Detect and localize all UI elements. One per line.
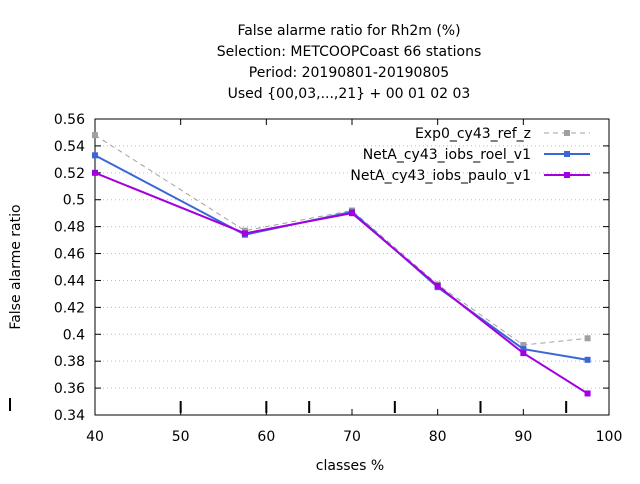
y-tick-label: 0.36: [54, 381, 85, 397]
legend: Exp0_cy43_ref_z NetA_cy43_iobs_roel_v1 Net…: [350, 126, 590, 184]
data-point: [584, 356, 591, 363]
y-tick-label: 0.4: [63, 327, 85, 343]
data-point: [349, 210, 355, 217]
series-line: [94, 154, 588, 361]
data-point: [520, 346, 527, 353]
title-line: Used {00,03,...,21} + 00 01 02 03: [228, 86, 471, 102]
data-point: [92, 132, 98, 139]
y-tick-label: 0.52: [54, 166, 85, 182]
series-2: [92, 169, 591, 397]
ticks: 0.34 0.36 0.38 0.4 0.42 0.44 0.46 0.48 0.5 0.52 0.…: [9, 112, 623, 445]
legend-marker: [564, 130, 570, 136]
legend-label: NetA_cy43_iobs_paulo_v1: [350, 168, 531, 184]
x-tick-label: 90: [514, 429, 532, 445]
legend-label: Exp0_cy43_ref_z: [415, 126, 531, 142]
y-tick-label: 0.38: [54, 354, 85, 370]
plot-border: [94, 118, 610, 416]
y-tick-label: 0.44: [54, 273, 85, 289]
y-tick-label: 0.56: [54, 112, 85, 128]
grid: [95, 145, 609, 389]
x-tick-label: 70: [343, 429, 361, 445]
data-point: [434, 282, 441, 289]
title-line: Selection: METCOOPCoast 66 stations: [217, 44, 482, 60]
y-tick-label: 0.48: [54, 220, 85, 236]
legend-label: NetA_cy43_iobs_roel_v1: [363, 147, 531, 163]
x-tick-label: 40: [86, 429, 104, 445]
series: [92, 132, 591, 397]
data-point: [584, 390, 591, 397]
series-0: [92, 132, 591, 349]
chart-title: False alarme ratio for Rh2m (%) Selection…: [217, 23, 482, 102]
data-point: [520, 342, 527, 349]
series-line: [94, 171, 589, 395]
y-tick-label: 0.54: [54, 139, 85, 155]
y-axis-label: False alarme ratio: [8, 204, 24, 329]
title-line: Period: 20190801-20190805: [249, 65, 449, 81]
y-tick-label: 0.5: [63, 193, 85, 209]
y-tick-label: 0.46: [54, 247, 85, 263]
y-tick-label: 0.42: [54, 300, 85, 316]
x-tick-label: 60: [257, 429, 275, 445]
data-point: [584, 335, 591, 342]
data-point: [92, 169, 98, 176]
x-tick-label: 50: [172, 429, 190, 445]
data-point: [92, 152, 98, 159]
series-line: [94, 134, 588, 346]
x-tick-label: 80: [429, 429, 447, 445]
data-point: [520, 350, 527, 357]
x-tick-label: 100: [596, 429, 623, 445]
legend-marker: [564, 172, 570, 178]
title-line: False alarme ratio for Rh2m (%): [237, 23, 460, 39]
x-axis-label: classes %: [316, 458, 384, 474]
legend-marker: [564, 151, 570, 157]
y-tick-label: 0.34: [54, 408, 85, 424]
data-point: [241, 230, 248, 237]
